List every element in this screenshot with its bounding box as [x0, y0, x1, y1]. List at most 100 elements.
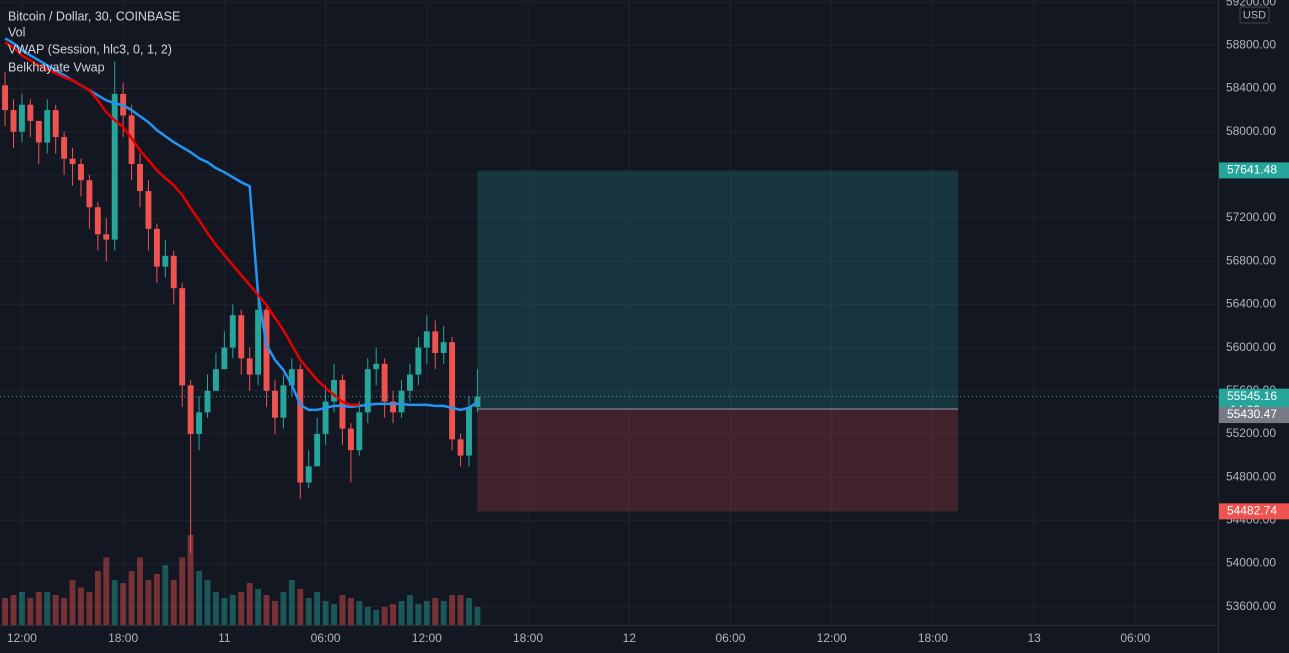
volume-bar [137, 557, 143, 625]
y-tick-label: 58400.00 [1226, 81, 1276, 95]
candle-body [204, 390, 211, 413]
volume-bar [35, 592, 42, 625]
target-label: 57641.48 [1227, 163, 1277, 177]
volume-bar [364, 607, 371, 625]
volume-bar [187, 535, 194, 625]
candle-body [457, 439, 464, 456]
loss-zone [477, 409, 959, 512]
x-tick-label: 11 [218, 631, 231, 645]
candle-body [179, 288, 186, 386]
volume-bar [52, 595, 59, 625]
volume-bar [390, 604, 397, 625]
grid [0, 0, 1218, 625]
currency: USD [1243, 9, 1266, 21]
volume-bar [432, 598, 439, 625]
volume-bar [457, 595, 464, 625]
volume-bar [170, 580, 177, 625]
candle-body [474, 396, 481, 407]
volume-bar [86, 592, 93, 625]
y-tick-label: 56400.00 [1226, 297, 1276, 311]
volume-bar [255, 589, 262, 625]
x-tick-label: 12:00 [7, 631, 37, 645]
candle-body [272, 390, 278, 418]
x-tick-label: 12:00 [817, 631, 847, 645]
stop-label: 54482.74 [1227, 504, 1277, 518]
volume-bar [221, 598, 228, 625]
target-label-box [1219, 162, 1289, 179]
volume-bar [406, 595, 413, 625]
candle-body [44, 110, 51, 143]
candle-body [423, 331, 430, 348]
candle-body [288, 369, 295, 386]
candle-body [373, 363, 380, 370]
candle-body [331, 379, 337, 402]
candle-body [322, 401, 329, 434]
legend-entry: Vol [8, 25, 25, 39]
volume-bar [305, 598, 312, 625]
y-tick-label: 53600.00 [1226, 599, 1276, 613]
candle-body [381, 363, 388, 402]
candle-body [255, 309, 262, 375]
candle-body [406, 374, 413, 391]
x-tick-label: 06:00 [715, 631, 745, 645]
volume-bar [246, 583, 253, 625]
y-tick-label: 56800.00 [1226, 253, 1276, 267]
volume-bar [69, 580, 76, 625]
volume-bar [111, 580, 118, 625]
entry-label: 55430.47 [1227, 407, 1277, 421]
volume-bar [356, 601, 363, 625]
volume-bar [10, 595, 17, 625]
x-tick-label: 13 [1027, 631, 1041, 645]
y-tick-label: 58800.00 [1226, 38, 1276, 52]
entry-label-box [1219, 407, 1289, 424]
y-tick-label: 56000.00 [1226, 340, 1276, 354]
x-tick-label: 18:00 [513, 631, 543, 645]
volume-bar [263, 595, 270, 625]
candle-body [432, 331, 439, 353]
volume-bar [280, 592, 287, 625]
candle-body [238, 315, 245, 359]
candle-body [356, 412, 363, 451]
candle-body [61, 137, 68, 159]
y-tick-label: 58000.00 [1226, 124, 1276, 138]
candle-body [162, 255, 169, 267]
candle-body [153, 228, 160, 267]
candle-body [280, 385, 287, 418]
candle-body [52, 110, 59, 138]
volume-bar [297, 589, 304, 625]
x-tick-label: 18:00 [108, 631, 138, 645]
volume-bar [466, 598, 472, 625]
candle-body [347, 428, 354, 451]
x-tick-label: 12:00 [412, 631, 442, 645]
y-tick-label: 54800.00 [1226, 469, 1276, 483]
candle-body [398, 390, 405, 413]
volume-bar [61, 598, 68, 625]
legend-entry: VWAP (Session, hlc3, 0, 1, 2) [8, 42, 172, 56]
volume-bar [162, 565, 169, 625]
volume-bar [44, 592, 51, 625]
y-tick-label: 55200.00 [1226, 426, 1276, 440]
candle-body [145, 191, 152, 229]
volume-bar [415, 604, 422, 625]
volume-bar [103, 557, 110, 625]
volume-bar [120, 583, 127, 625]
legend-entry: Belkhayate Vwap [8, 60, 105, 74]
candle-body [339, 379, 346, 429]
volume-bar [78, 587, 84, 625]
candle-body [94, 207, 101, 235]
candle-body [27, 104, 34, 121]
volume-bar [314, 592, 321, 625]
volume-bar [423, 601, 430, 625]
y-tick-label: 54000.00 [1226, 556, 1276, 570]
candle-body [86, 180, 93, 208]
volume-bar [373, 610, 380, 625]
volume-bar [196, 571, 203, 625]
x-tick-label: 06:00 [1120, 631, 1150, 645]
candle-body [314, 433, 321, 467]
volume-bar [2, 598, 9, 625]
candle-body [35, 120, 42, 143]
volume-bar [18, 592, 25, 625]
indicator-line [4, 41, 360, 407]
volume-bar [474, 607, 481, 625]
